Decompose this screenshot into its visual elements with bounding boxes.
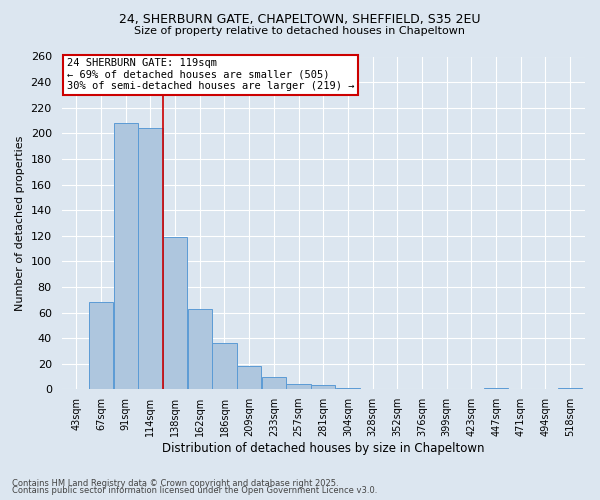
Y-axis label: Number of detached properties: Number of detached properties <box>15 135 25 310</box>
Bar <box>262 376 286 390</box>
Bar <box>188 308 212 390</box>
Text: Contains public sector information licensed under the Open Government Licence v3: Contains public sector information licen… <box>12 486 377 495</box>
Bar <box>139 128 163 390</box>
Text: Contains HM Land Registry data © Crown copyright and database right 2025.: Contains HM Land Registry data © Crown c… <box>12 478 338 488</box>
X-axis label: Distribution of detached houses by size in Chapeltown: Distribution of detached houses by size … <box>162 442 485 455</box>
Bar <box>311 386 335 390</box>
Bar <box>484 388 508 390</box>
Bar <box>237 366 261 390</box>
Bar <box>163 237 187 390</box>
Text: 24, SHERBURN GATE, CHAPELTOWN, SHEFFIELD, S35 2EU: 24, SHERBURN GATE, CHAPELTOWN, SHEFFIELD… <box>119 12 481 26</box>
Bar <box>336 388 360 390</box>
Bar <box>558 388 582 390</box>
Text: Size of property relative to detached houses in Chapeltown: Size of property relative to detached ho… <box>134 26 466 36</box>
Bar <box>286 384 311 390</box>
Bar <box>212 343 236 390</box>
Bar <box>113 123 138 390</box>
Bar <box>89 302 113 390</box>
Text: 24 SHERBURN GATE: 119sqm
← 69% of detached houses are smaller (505)
30% of semi-: 24 SHERBURN GATE: 119sqm ← 69% of detach… <box>67 58 354 92</box>
